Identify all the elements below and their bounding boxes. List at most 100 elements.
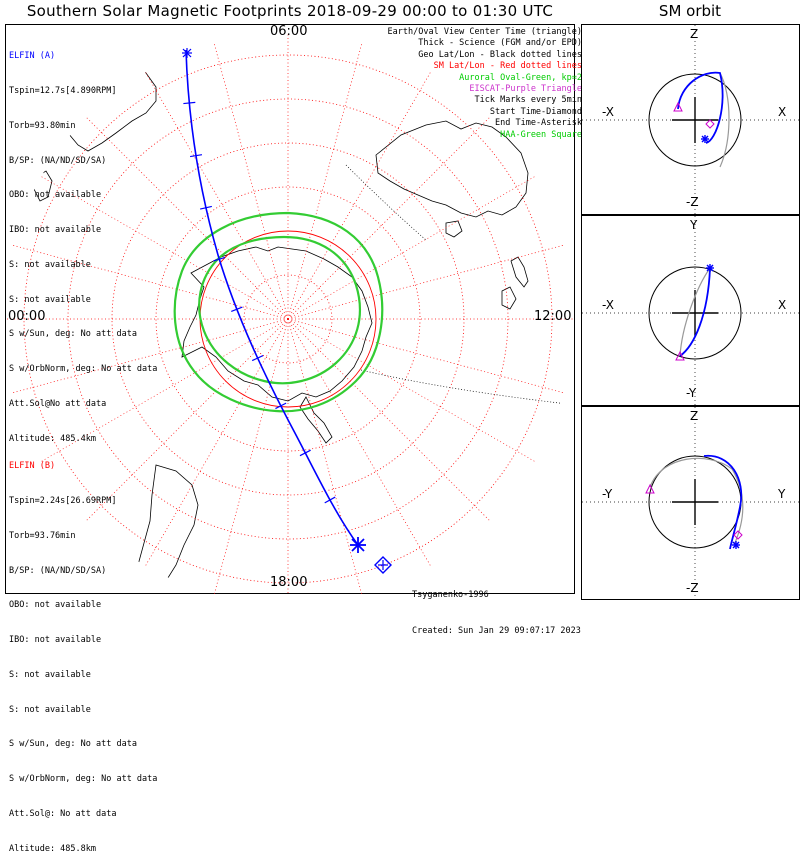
sm-latitude-circle xyxy=(23,54,553,584)
legend-entry: Earth/Oval View Center Time (triangle) xyxy=(387,27,582,37)
sm-plot-xy xyxy=(582,216,800,407)
elfin-b-line: OBO: not available xyxy=(9,600,102,611)
sm-panel-yz: Z -Z -Y Y xyxy=(581,406,800,601)
start-diamond xyxy=(374,556,392,574)
sm-panel-xz-left-label: -X xyxy=(602,105,614,119)
tasmania-coastline xyxy=(445,220,463,238)
elfin-a-line: S w/Sun, deg: No att data xyxy=(9,329,137,340)
sm-panel-xy: Y -Y -X X xyxy=(581,215,800,407)
sm-panel-yz-left-label: -Y xyxy=(602,487,613,501)
sm-longitude-line xyxy=(287,318,573,595)
sm-longitude-line xyxy=(287,318,499,595)
elfin-b-line: Tspin=2.24s[26.69RPM] xyxy=(9,495,117,506)
sm-panel-xz-right-label: X xyxy=(778,105,787,119)
sm-latitude-circle xyxy=(243,274,333,364)
sm-longitude-line xyxy=(6,318,289,530)
elfin-a-trajectory xyxy=(182,48,392,574)
geo-lat-lon-grid xyxy=(345,164,573,406)
map-footer: Tsyganenko-1996 Created: Sun Jan 29 09:0… xyxy=(412,565,581,649)
sm-panel-xy-left-label: -X xyxy=(602,298,614,312)
elfin-b-line: B/SP: (NA/ND/SD/SA) xyxy=(9,565,107,576)
sm-plot-xz xyxy=(582,25,800,216)
sm-longitude-line xyxy=(287,108,573,320)
elfin-a-line: Tspin=12.7s[4.890RPM] xyxy=(9,85,117,96)
elfin-b-line: Altitude: 485.8km xyxy=(9,843,96,854)
sm-longitude-line xyxy=(287,318,573,429)
sm-longitude-line xyxy=(287,34,398,320)
sm-panel-yz-bottom-label: -Z xyxy=(686,581,699,595)
auroral-oval-outer xyxy=(173,211,384,413)
elfin-b-line: IBO: not available xyxy=(9,635,102,646)
legend-entry: Tick Marks every 5min xyxy=(474,95,582,106)
sm-latitude-circle xyxy=(155,186,421,452)
trajectory-tick-mark xyxy=(324,496,336,504)
clock-label-bottom: 18:00 xyxy=(270,575,308,590)
elfin-b-line: Torb=93.76min xyxy=(9,530,76,541)
sm-longitude-line xyxy=(178,34,289,320)
elfin-a-line: Torb=93.80min xyxy=(9,120,76,131)
sm-panel-yz-right-label: Y xyxy=(778,487,786,501)
sm-panel-xz-bottom-label: -Z xyxy=(686,195,699,209)
sm-latitude-circle xyxy=(67,98,509,540)
sm-longitude-line xyxy=(287,209,573,320)
trajectory-start-marker xyxy=(182,48,192,58)
polar-map-frame: 06:00 00:00 12:00 18:00 xyxy=(5,24,575,595)
antarctic-peninsula xyxy=(299,396,333,444)
elfin-a-line: OBO: not available xyxy=(9,190,102,201)
sm-orbit-panels: Z -Z -X X Y -Y -X X xyxy=(581,24,800,601)
end-asterisk xyxy=(350,537,366,553)
auroral-oval xyxy=(173,211,384,413)
trajectory-tick-mark xyxy=(251,355,264,362)
polar-map xyxy=(6,34,573,595)
sm-longitude-line xyxy=(178,318,289,595)
elfin-a-path xyxy=(185,49,359,546)
elfin-a-line: B/SP: (NA/ND/SD/SA) xyxy=(9,155,107,166)
trajectory-tick-mark xyxy=(200,205,212,210)
legend-entry: SM Lat/Lon - Red dotted lines xyxy=(433,61,582,72)
map-legend: Earth/Oval View Center Time (triangle) Th… xyxy=(388,27,582,141)
sm-longitude-line xyxy=(6,318,289,429)
sm-orbit-title: SM orbit xyxy=(658,2,722,20)
trajectory-tick-mark xyxy=(231,306,243,312)
trajectory-tick-mark xyxy=(275,402,287,410)
elfin-b-info: ELFIN (B) Tspin=2.24s[26.69RPM] Torb=93.… xyxy=(9,438,157,867)
sm-longitude-line xyxy=(287,318,398,595)
sm-longitude-line xyxy=(6,209,289,320)
sm-panel-xz: Z -Z -X X xyxy=(581,24,800,216)
sm-plot-yz xyxy=(582,407,800,601)
elfin-b-name: ELFIN (B) xyxy=(9,461,56,472)
trajectory-tick-mark xyxy=(190,154,203,158)
sm-longitude-line xyxy=(77,318,289,595)
elfin-a-line: S w/OrbNorm, deg: No att data xyxy=(9,364,158,375)
trajectory-tick-mark xyxy=(183,101,196,105)
elfin-a-line: Altitude: 485.4km xyxy=(9,433,96,444)
sm-panel-xy-bottom-label: -Y xyxy=(686,386,697,400)
elfin-a-name: ELFIN (A) xyxy=(9,51,56,62)
sm-panel-xz-top-label: Z xyxy=(690,27,699,41)
sm-longitude-line xyxy=(287,318,573,530)
elfin-a-line: Att.Sol@No att data xyxy=(9,399,107,409)
antarctica-coastline xyxy=(181,246,373,402)
elfin-b-line: S: not available xyxy=(9,669,91,680)
elfin-b-line: S: not available xyxy=(9,704,91,715)
elfin-b-line: S w/Sun, deg: No att data xyxy=(9,739,137,750)
sm-panel-xy-top-label: Y xyxy=(690,218,698,232)
clock-label-left: 00:00 xyxy=(8,309,46,324)
model-label: Tsyganenko-1996 xyxy=(412,590,489,600)
clock-label-right: 12:00 xyxy=(534,309,572,324)
legend-entry: EISCAT-Purple Triangle xyxy=(469,84,582,95)
elfin-a-line: IBO: not available xyxy=(9,225,102,236)
australia-coastline xyxy=(375,120,529,218)
legend-entry: Start Time-Diamond xyxy=(489,106,582,117)
trajectory-tick-mark xyxy=(299,449,311,457)
clock-label-top: 06:00 xyxy=(270,24,308,39)
elfin-a-line: S: not available xyxy=(9,259,91,270)
new-zealand-coastline xyxy=(501,256,529,310)
trajectory-tick-mark xyxy=(213,256,226,262)
legend-entry: Geo Lat/Lon - Black dotted lines xyxy=(418,49,582,60)
elfin-b-line: Att.Sol@: No att data xyxy=(9,809,117,819)
legend-entry: End Time-Asterisk xyxy=(495,118,582,129)
legend-entry: Auroral Oval-Green, kp=2 xyxy=(459,72,582,83)
elfin-b-line: S w/OrbNorm, deg: No att data xyxy=(9,774,158,785)
created-timestamp: Created: Sun Jan 29 09:07:17 2023 xyxy=(412,626,581,636)
